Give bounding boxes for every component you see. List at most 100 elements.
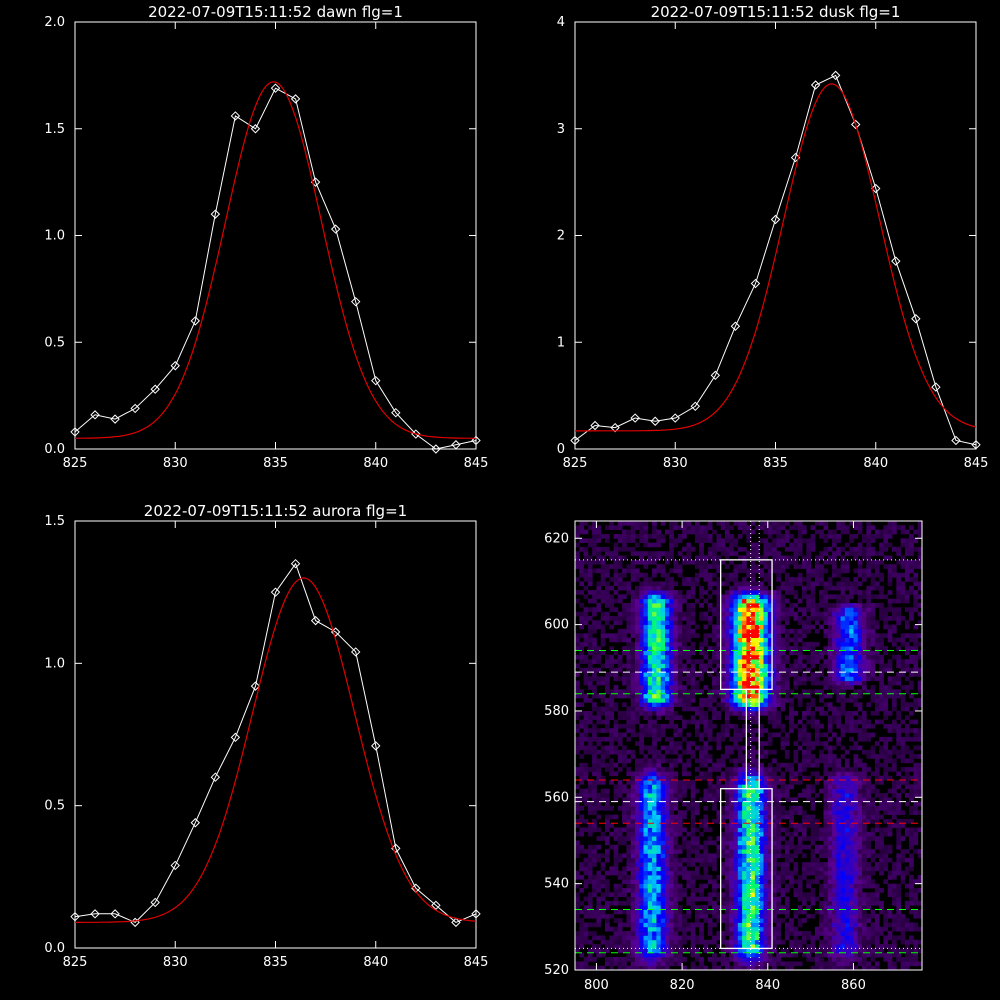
aurora-spectrum-panel: 2022-07-09T15:11:52 aurora flg=1 825 830 83… [44, 502, 488, 970]
data-point [190, 818, 201, 828]
x-tick-label: 825 [63, 955, 88, 970]
data-point [830, 70, 841, 81]
data-point [371, 375, 381, 386]
data-point [730, 321, 741, 331]
data-point [150, 897, 160, 908]
x-tick-label: 835 [763, 456, 788, 471]
region-box [720, 788, 773, 950]
y-tick-label: 540 [544, 877, 569, 892]
y-tick-label: 4 [557, 15, 565, 30]
data-point [630, 413, 640, 423]
data-point [150, 384, 160, 394]
y-tick-label: 2.0 [44, 15, 65, 30]
x-tick-label: 860 [841, 978, 866, 993]
heatmap-cells [575, 521, 923, 971]
data-point [70, 427, 80, 437]
data-line [75, 562, 476, 923]
data-point [371, 741, 381, 751]
fit-curve [75, 81, 476, 439]
data-point [210, 772, 221, 782]
y-tick-label: 0 [557, 442, 565, 457]
y-tick-label: 0.5 [44, 335, 65, 350]
data-point [110, 909, 120, 919]
x-tick-label: 800 [584, 978, 609, 993]
data-point [230, 732, 241, 743]
data-point [290, 94, 301, 104]
data-point [670, 413, 680, 423]
data-point [971, 440, 981, 450]
y-tick-label: 2 [557, 229, 565, 244]
data-point [391, 407, 401, 418]
data-point [350, 296, 361, 307]
data-point [130, 403, 140, 414]
plot-frame [574, 21, 977, 450]
data-point [650, 416, 660, 426]
y-tick-label: 600 [544, 618, 569, 633]
x-tick-label: 835 [263, 456, 288, 471]
data-point [471, 435, 481, 446]
data-point [230, 111, 241, 121]
plot-frame [574, 520, 923, 971]
data-point [70, 911, 80, 922]
data-point [590, 420, 600, 431]
data-point [190, 316, 201, 326]
data-point [710, 370, 721, 381]
data-point [350, 647, 361, 657]
data-point [431, 900, 441, 911]
x-tick-label: 835 [263, 955, 288, 970]
data-point [210, 209, 221, 219]
data-point [891, 256, 901, 266]
x-tick-label: 840 [755, 978, 780, 993]
x-tick-label: 830 [663, 456, 688, 471]
plot-title: 2022-07-09T15:11:52 aurora flg=1 [144, 502, 407, 520]
fit-curve [75, 577, 476, 923]
y-tick-label: 1.5 [44, 122, 65, 137]
x-tick-label: 830 [163, 456, 188, 471]
data-point [750, 278, 761, 289]
y-tick-label: 0.0 [44, 941, 65, 956]
y-tick-label: 1.0 [44, 229, 65, 244]
data-point [690, 401, 701, 412]
plot-title: 2022-07-09T15:11:52 dawn flg=1 [148, 3, 403, 21]
data-point [270, 587, 281, 597]
x-tick-label: 840 [863, 456, 888, 471]
y-tick-label: 620 [544, 531, 569, 546]
y-tick-label: 1.5 [44, 514, 65, 529]
data-point [810, 80, 821, 90]
data-point [431, 444, 441, 454]
y-tick-label: 0.0 [44, 442, 65, 457]
x-tick-label: 845 [464, 456, 489, 471]
plot-title: 2022-07-09T15:11:52 dusk flg=1 [651, 3, 901, 21]
data-point [570, 435, 580, 446]
data-point [871, 183, 881, 194]
data-point [90, 909, 100, 919]
x-tick-label: 830 [163, 955, 188, 970]
x-tick-label: 845 [464, 955, 489, 970]
x-tick-label: 825 [563, 456, 588, 471]
data-point [290, 558, 301, 569]
data-point [610, 422, 620, 433]
y-tick-label: 1.0 [44, 656, 65, 671]
y-tick-label: 1 [557, 335, 565, 350]
data-point [310, 177, 321, 187]
data-point [170, 860, 180, 871]
data-point [451, 917, 461, 928]
fit-curve [575, 83, 976, 432]
y-tick-label: 3 [557, 122, 565, 137]
x-tick-label: 825 [63, 456, 88, 471]
data-point [931, 382, 941, 392]
x-tick-label: 840 [363, 955, 388, 970]
x-tick-label: 820 [670, 978, 695, 993]
y-tick-label: 520 [544, 963, 569, 978]
data-point [310, 615, 321, 626]
y-tick-label: 560 [544, 790, 569, 805]
y-tick-label: 0.5 [44, 799, 65, 814]
data-point [270, 83, 281, 93]
data-point [451, 440, 461, 450]
data-point [250, 681, 261, 691]
data-point [471, 909, 481, 919]
data-point [330, 224, 341, 234]
data-point [170, 361, 180, 371]
dawn-spectrum-panel: 2022-07-09T15:11:52 dawn flg=1 825 830 835 8… [44, 3, 488, 471]
